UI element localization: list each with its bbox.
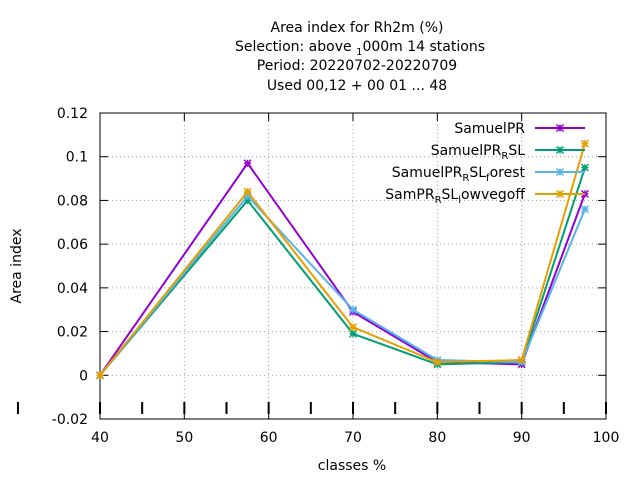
- y-axis-label: Area index: [9, 229, 25, 304]
- axis-ticks: [17, 112, 607, 420]
- x-tick-label: 60: [260, 430, 278, 446]
- data-point: [243, 159, 252, 168]
- data-point: [348, 305, 358, 314]
- data-point: [95, 371, 105, 380]
- y-tick-label: 0.06: [57, 237, 88, 253]
- point-marker: [348, 329, 358, 338]
- legend-label: SamuelPRRSL: [431, 143, 525, 162]
- legend-label: SamPRRSLlowvegoff: [385, 187, 525, 206]
- series-line: [99, 143, 586, 376]
- title-line-1: Area index for Rh2m (%): [271, 20, 444, 36]
- x-tick-labels: 40 50 60 70 80 90 100: [91, 430, 619, 446]
- y-tick-label: 0.04: [57, 281, 88, 297]
- y-tick-labels: -0.02 0 0.02 0.04 0.06 0.08 0.1 0.12: [52, 106, 88, 428]
- data-point: [580, 205, 589, 214]
- data-point: [580, 139, 589, 148]
- y-tick-label: 0.12: [57, 106, 88, 122]
- point-marker: [580, 163, 589, 172]
- legend: SamuelPR SamuelPRRSL SamuelPRRSLforest SamP…: [385, 121, 585, 206]
- point-marker: [555, 189, 565, 199]
- y-tick-label: 0.1: [66, 150, 88, 166]
- series-line: [99, 194, 586, 376]
- point-marker: [580, 205, 589, 214]
- data-point: [243, 187, 252, 196]
- point-marker: [243, 159, 252, 168]
- point-marker: [243, 187, 252, 196]
- y-tick-label: 0.02: [57, 325, 88, 341]
- point-marker: [555, 167, 565, 177]
- legend-item: SamuelPRRSL: [431, 143, 585, 162]
- x-axis-label: classes %: [318, 458, 386, 474]
- x-tick-label: 80: [428, 430, 446, 446]
- x-tick-label: 40: [91, 430, 109, 446]
- y-tick-label: -0.02: [52, 412, 88, 428]
- legend-item: SamuelPR: [454, 121, 585, 137]
- data-point: [433, 358, 442, 367]
- series-3: [95, 192, 589, 380]
- x-tick-label: 100: [593, 430, 620, 446]
- legend-item: SamuelPRRSLforest: [392, 165, 585, 184]
- chart-title: Area index for Rh2m (%) Selection: above…: [235, 20, 485, 94]
- x-tick-label: 50: [175, 430, 193, 446]
- point-marker: [580, 139, 589, 148]
- x-tick-label: 90: [513, 430, 531, 446]
- point-marker: [95, 371, 105, 380]
- series-4: [95, 139, 589, 380]
- data-point: [348, 323, 358, 332]
- point-marker: [517, 355, 526, 365]
- point-marker: [348, 305, 358, 314]
- series-line: [99, 167, 586, 376]
- y-tick-label: 0: [79, 368, 88, 384]
- title-line-2: Selection: above 1000m 14 stations: [235, 39, 485, 58]
- y-tick-label: 0.08: [57, 193, 88, 209]
- data-point: [580, 163, 589, 172]
- legend-label: SamuelPR: [454, 121, 525, 137]
- legend-label: SamuelPRRSLforest: [392, 165, 526, 184]
- point-marker: [433, 358, 442, 367]
- data-point: [517, 355, 526, 365]
- title-line-4: Used 00,12 + 00 01 ... 48: [267, 78, 447, 94]
- title-line-3: Period: 20220702-20220709: [257, 58, 457, 74]
- legend-item: SamPRRSLlowvegoff: [385, 187, 585, 206]
- x-tick-label: 70: [344, 430, 362, 446]
- point-marker: [555, 145, 565, 155]
- point-marker: [348, 323, 358, 332]
- data-point: [348, 329, 358, 338]
- point-marker: [555, 123, 565, 133]
